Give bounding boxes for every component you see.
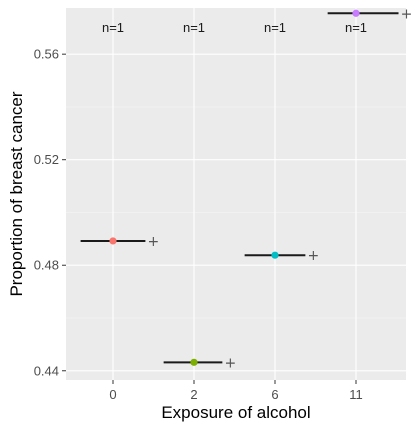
- grid: [66, 8, 406, 380]
- y-tick-label: 0.44: [34, 363, 59, 378]
- n-label: n=1: [345, 20, 367, 35]
- plus-marker: +: [148, 234, 160, 250]
- data-point: [271, 251, 279, 259]
- plus-marker: +: [224, 355, 236, 371]
- y-tick-label: 0.48: [34, 258, 59, 273]
- x-tick-label: 6: [271, 387, 278, 402]
- n-label: n=1: [183, 20, 205, 35]
- x-tick-label: 0: [109, 387, 116, 402]
- plot-panel: [66, 8, 406, 380]
- plus-marker: +: [308, 248, 320, 264]
- data-point: [190, 358, 198, 366]
- data-marks: + n=1 + n=1 + n=1 + n=1: [80, 6, 413, 371]
- x-axis-title: Exposure of alcohol: [161, 403, 310, 422]
- n-label: n=1: [264, 20, 286, 35]
- x-axis: 0 2 6 11: [109, 380, 363, 402]
- data-point: [109, 237, 117, 245]
- y-axis-title: Proportion of breast cancer: [7, 91, 26, 296]
- y-tick-label: 0.56: [34, 47, 59, 62]
- n-label: n=1: [102, 20, 124, 35]
- y-tick-label: 0.52: [34, 152, 59, 167]
- x-tick-label: 11: [349, 387, 363, 402]
- y-axis: 0.44 0.48 0.52 0.56: [34, 47, 66, 378]
- data-point: [352, 9, 360, 17]
- x-tick-label: 2: [190, 387, 197, 402]
- plus-marker: +: [401, 6, 413, 22]
